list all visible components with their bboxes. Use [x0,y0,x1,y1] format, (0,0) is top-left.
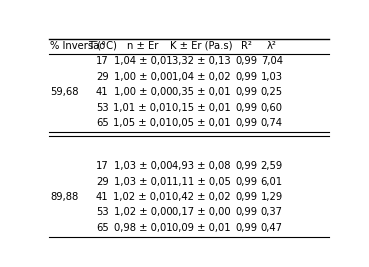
Text: 0,99: 0,99 [235,87,258,97]
Text: 1,03 ± 0,00: 1,03 ± 0,00 [114,161,172,171]
Text: 41: 41 [96,87,108,97]
Text: 0,35 ± 0,01: 0,35 ± 0,01 [172,87,231,97]
Text: % Inversão: % Inversão [51,41,106,51]
Text: 29: 29 [96,72,108,82]
Text: 65: 65 [96,223,108,233]
Text: 1,11 ± 0,05: 1,11 ± 0,05 [172,176,231,187]
Text: 1,01 ± 0,01: 1,01 ± 0,01 [114,103,172,113]
Text: 4,93 ± 0,08: 4,93 ± 0,08 [172,161,231,171]
Text: T (°C): T (°C) [88,41,117,51]
Text: 29: 29 [96,176,108,187]
Text: 89,88: 89,88 [51,192,79,202]
Text: 0,99: 0,99 [235,56,258,66]
Text: 53: 53 [96,207,108,217]
Text: 0,09 ± 0,01: 0,09 ± 0,01 [172,223,231,233]
Text: 0,05 ± 0,01: 0,05 ± 0,01 [172,118,231,128]
Text: 53: 53 [96,103,108,113]
Text: λ²: λ² [267,41,277,51]
Text: 1,03: 1,03 [261,72,283,82]
Text: 0,47: 0,47 [261,223,283,233]
Text: 0,99: 0,99 [235,103,258,113]
Text: 0,99: 0,99 [235,192,258,202]
Text: 0,99: 0,99 [235,176,258,187]
Text: 0,99: 0,99 [235,118,258,128]
Text: 0,98 ± 0,01: 0,98 ± 0,01 [114,223,172,233]
Text: 1,04 ± 0,01: 1,04 ± 0,01 [114,56,172,66]
Text: n ± Er: n ± Er [127,41,159,51]
Text: 0,74: 0,74 [261,118,283,128]
Text: 1,00 ± 0,00: 1,00 ± 0,00 [114,87,172,97]
Text: 0,60: 0,60 [261,103,283,113]
Text: 17: 17 [96,161,108,171]
Text: 1,02 ± 0,00: 1,02 ± 0,00 [114,207,172,217]
Text: 0,17 ± 0,00: 0,17 ± 0,00 [172,207,231,217]
Text: 0,99: 0,99 [235,161,258,171]
Text: 0,37: 0,37 [261,207,283,217]
Text: 0,99: 0,99 [235,72,258,82]
Text: 7,04: 7,04 [261,56,283,66]
Text: 0,15 ± 0,01: 0,15 ± 0,01 [172,103,231,113]
Text: 0,25: 0,25 [261,87,283,97]
Text: R²: R² [241,41,252,51]
Text: 0,99: 0,99 [235,223,258,233]
Text: 0,42 ± 0,02: 0,42 ± 0,02 [172,192,231,202]
Text: K ± Er (Pa.s): K ± Er (Pa.s) [170,41,233,51]
Text: 6,01: 6,01 [261,176,283,187]
Text: 1,04 ± 0,02: 1,04 ± 0,02 [172,72,231,82]
Text: 1,05 ± 0,01: 1,05 ± 0,01 [114,118,172,128]
Text: 1,00 ± 0,00: 1,00 ± 0,00 [114,72,172,82]
Text: 1,03 ± 0,01: 1,03 ± 0,01 [114,176,172,187]
Text: 1,29: 1,29 [261,192,283,202]
Text: 17: 17 [96,56,108,66]
Text: 59,68: 59,68 [51,87,79,97]
Text: 3,32 ± 0,13: 3,32 ± 0,13 [172,56,231,66]
Text: 1,02 ± 0,01: 1,02 ± 0,01 [114,192,172,202]
Text: 41: 41 [96,192,108,202]
Text: 65: 65 [96,118,108,128]
Text: 2,59: 2,59 [261,161,283,171]
Text: 0,99: 0,99 [235,207,258,217]
